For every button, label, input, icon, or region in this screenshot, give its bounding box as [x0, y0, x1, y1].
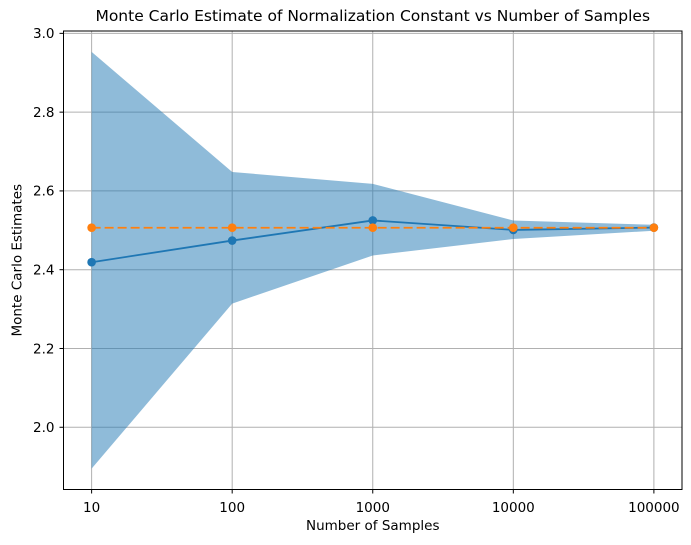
- x-tick-label: 1000: [356, 500, 390, 516]
- true-value-marker: [368, 223, 378, 233]
- x-tick-label: 10: [83, 500, 100, 516]
- y-tick-label: 2.2: [33, 341, 54, 357]
- confidence-band-area: [91, 51, 654, 469]
- y-tick-label: 2.6: [33, 184, 54, 200]
- true-value-marker: [509, 223, 518, 233]
- monte-carlo-estimate-marker: [368, 216, 378, 225]
- y-axis-label: Monte Carlo Estimates: [10, 184, 26, 337]
- axes: [59, 30, 683, 494]
- x-axis-label: Number of Samples: [306, 518, 439, 534]
- y-tick-label: 2.8: [33, 105, 54, 121]
- true-value-marker: [87, 223, 96, 233]
- tick-labels: 10 100 1000 10000 100000 2.0 2.2 2.4 2.6 2.8 3.0: [33, 26, 680, 516]
- data-series: [87, 216, 659, 267]
- true-value-marker: [227, 223, 237, 233]
- monte-carlo-estimate-marker: [227, 236, 237, 245]
- y-tick-label: 2.0: [33, 420, 54, 436]
- y-tick-label: 2.4: [33, 263, 54, 279]
- y-tick-label: 3.0: [33, 26, 54, 42]
- confidence-band: [91, 51, 654, 469]
- x-tick-label: 10000: [492, 500, 535, 516]
- chart-title: Monte Carlo Estimate of Normalization Co…: [95, 7, 650, 25]
- x-tick-label: 100000: [628, 500, 680, 516]
- x-tick-label: 100: [219, 500, 245, 516]
- true-value-marker: [649, 223, 659, 233]
- monte-carlo-estimate-marker: [87, 257, 96, 267]
